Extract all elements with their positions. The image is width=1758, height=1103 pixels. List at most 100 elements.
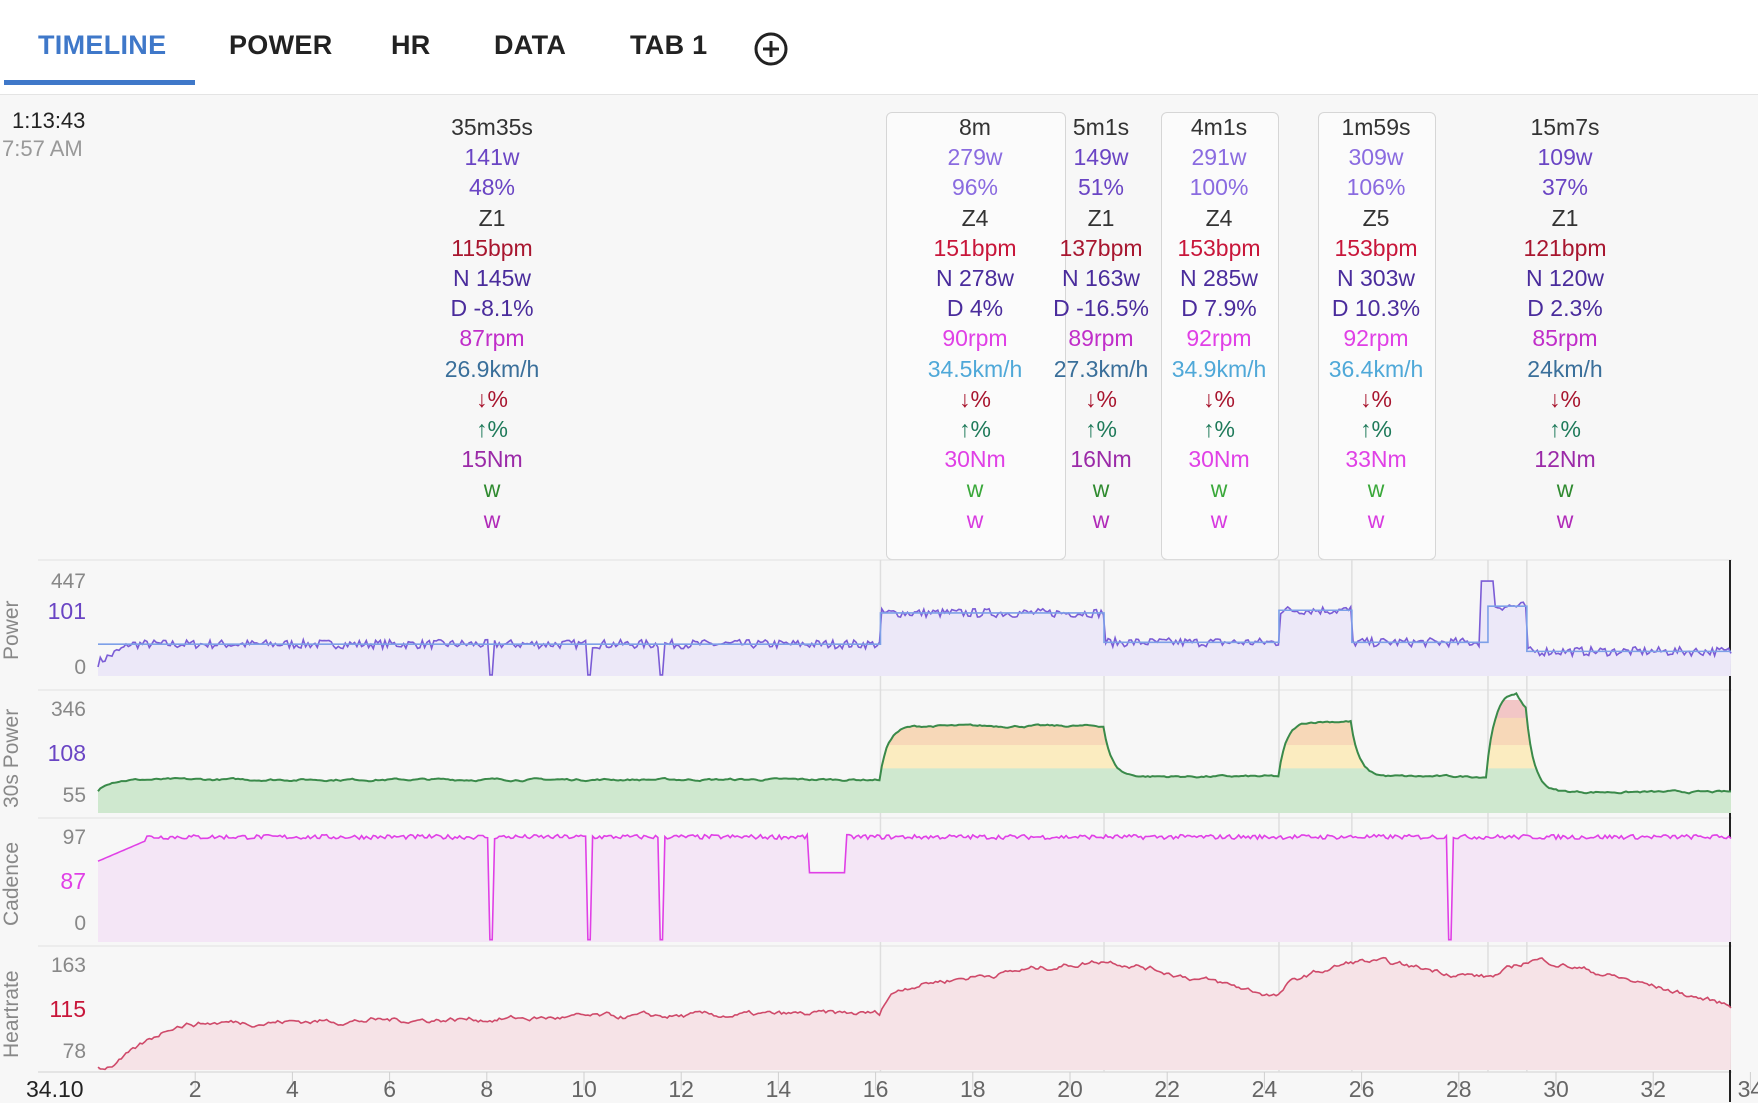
segment-dev: D 2.3% — [1527, 295, 1603, 322]
segment-w2: w — [1367, 506, 1385, 533]
segment-cad: 85rpm — [1532, 325, 1598, 352]
x-tick-label: 30 — [1543, 1076, 1569, 1102]
segment-power: 141w — [464, 144, 520, 171]
tab-power[interactable]: POWER — [229, 30, 333, 60]
segment-torque: 30Nm — [944, 446, 1006, 473]
power-axis-max: 447 — [50, 570, 86, 593]
segment-duration: 1m59s — [1341, 114, 1411, 140]
segment-np: N 278w — [936, 265, 1014, 292]
cadence-axis-min: 0 — [74, 912, 86, 935]
interval-box[interactable] — [886, 112, 1066, 560]
plus-circle-icon[interactable] — [754, 32, 788, 66]
segment-pct: 51% — [1077, 174, 1125, 201]
segment-stats[interactable]: 35m35s 141w 48% Z1 115bpm N 145w D -8.1% 87rpm 2… — [407, 112, 577, 535]
segment-hr: 121bpm — [1523, 234, 1607, 261]
segment-cad: 90rpm — [942, 325, 1008, 352]
segment-speed: 26.9km/h — [444, 355, 540, 382]
segment-np: N 285w — [1180, 265, 1258, 292]
segment-w2: w — [1210, 506, 1228, 533]
heartrate-area — [98, 957, 1731, 1070]
panel-label-cadence: Cadence — [0, 841, 23, 926]
tab-data[interactable]: DATA — [494, 30, 567, 60]
hr-current: 115 — [49, 996, 86, 1022]
segment-pct: 96% — [951, 174, 999, 201]
segment-np: N 303w — [1337, 265, 1415, 292]
segment-power: 279w — [947, 144, 1003, 171]
segment-zone: Z5 — [1362, 204, 1390, 231]
segment-stats[interactable]: 8m 279w 96% Z4 151bpm N 278w D 4% 90rpm 34.5km/h… — [890, 112, 1060, 535]
segment-power: 291w — [1191, 144, 1247, 171]
segment-speed: 24km/h — [1527, 355, 1603, 382]
cursor-position: 34.10 — [26, 1076, 84, 1102]
segment-up: ↑% — [1549, 416, 1581, 443]
start-clock: 7:57 AM — [2, 136, 83, 161]
segment-duration: 15m7s — [1530, 114, 1600, 140]
segment-down: ↓% — [1085, 385, 1117, 412]
segment-w2: w — [966, 506, 984, 533]
x-tick-label: 18 — [960, 1076, 986, 1102]
segment-up: ↑% — [1085, 416, 1117, 443]
x-tick-label: 10 — [571, 1076, 597, 1102]
segment-dev: D 7.9% — [1181, 295, 1257, 322]
segment-w1: w — [1556, 476, 1574, 503]
cadence-area — [98, 834, 1731, 942]
segment-down: ↓% — [476, 385, 508, 412]
segment-hr: 137bpm — [1059, 234, 1143, 261]
segment-stats[interactable]: 5m1s 149w 51% Z1 137bpm N 163w D -16.5% 89rpm 27… — [1016, 112, 1186, 535]
tab-hr[interactable]: HR — [391, 30, 431, 60]
power30-axis-max: 346 — [50, 698, 86, 721]
cadence-line — [97, 832, 1732, 941]
segment-pct: 100% — [1189, 174, 1249, 201]
segment-cad: 92rpm — [1186, 325, 1252, 352]
segment-pct: 106% — [1346, 174, 1406, 201]
segment-duration: 4m1s — [1190, 114, 1248, 140]
x-tick-label: 8 — [480, 1076, 494, 1102]
segment-torque: 15Nm — [461, 446, 523, 473]
segment-up: ↑% — [959, 416, 991, 443]
elapsed-time: 1:13:43 — [12, 108, 86, 133]
segment-speed: 34.5km/h — [927, 355, 1023, 382]
segment-hr: 153bpm — [1334, 234, 1418, 261]
x-tick-label: 26 — [1348, 1076, 1375, 1102]
segment-w1: w — [966, 476, 984, 503]
tab-tab1[interactable]: TAB 1 — [630, 30, 708, 60]
hr-axis-max: 163 — [50, 954, 86, 977]
panel-label-30s-power: 30s Power — [0, 708, 23, 808]
segment-duration: 35m35s — [451, 114, 533, 140]
segment-stats[interactable]: 15m7s 109w 37% Z1 121bpm N 120w D 2.3% 85rpm 24k… — [1480, 112, 1650, 535]
segment-cad: 92rpm — [1343, 325, 1409, 352]
power30-line — [97, 692, 1732, 795]
segment-stats[interactable]: 1m59s 309w 106% Z5 153bpm N 303w D 10.3% 92rpm 3… — [1291, 112, 1461, 535]
segment-np: N 145w — [453, 265, 531, 292]
x-tick-label: 32 — [1640, 1076, 1666, 1102]
interval-box[interactable] — [1318, 112, 1436, 560]
x-tick-label: 22 — [1154, 1076, 1180, 1102]
segment-power: 109w — [1537, 144, 1593, 171]
segment-w1: w — [1092, 476, 1110, 503]
segment-down: ↓% — [1549, 385, 1581, 412]
segment-pct: 37% — [1541, 174, 1589, 201]
segment-dev: D -8.1% — [450, 295, 534, 322]
segment-torque: 12Nm — [1534, 446, 1596, 473]
segment-torque: 30Nm — [1188, 446, 1250, 473]
interval-box[interactable] — [1161, 112, 1279, 560]
hr-axis-min: 78 — [62, 1040, 86, 1063]
tab-timeline[interactable]: TIMELINE — [38, 30, 167, 60]
segment-w2: w — [1092, 506, 1110, 533]
segment-power: 149w — [1073, 144, 1129, 171]
segment-up: ↑% — [1360, 416, 1392, 443]
segment-zone: Z1 — [1551, 204, 1579, 231]
segment-hr: 115bpm — [451, 234, 533, 261]
segment-cad: 87rpm — [459, 325, 525, 352]
power-axis-min: 0 — [74, 656, 86, 679]
segment-w2: w — [1556, 506, 1574, 533]
segment-hr: 151bpm — [933, 234, 1017, 261]
segment-power: 309w — [1348, 144, 1404, 171]
power30-current: 108 — [47, 740, 86, 766]
segment-stats[interactable]: 4m1s 291w 100% Z4 153bpm N 285w D 7.9% 92rpm 34.… — [1134, 112, 1304, 535]
panel-label-heartrate: Heartrate — [0, 970, 23, 1058]
x-tick-label: 4 — [285, 1076, 299, 1102]
segment-torque: 16Nm — [1070, 446, 1132, 473]
power30-axis-min: 55 — [62, 784, 86, 807]
